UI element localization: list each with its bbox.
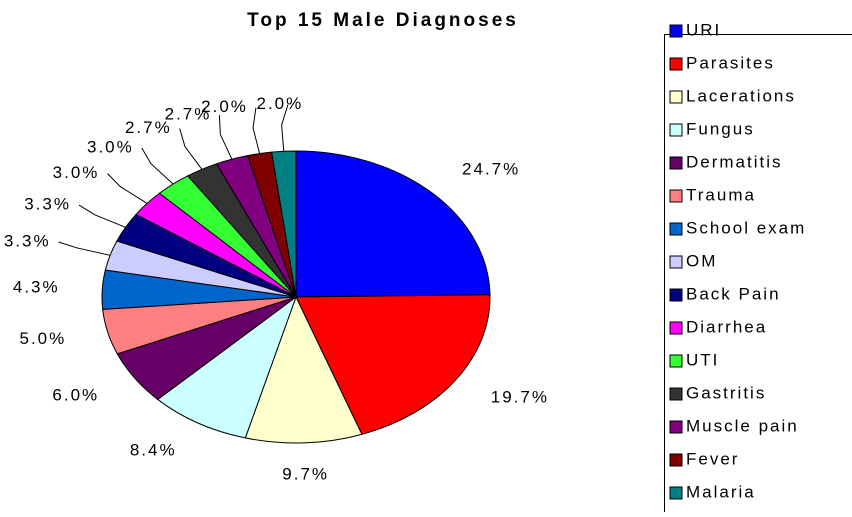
data-label: 2.0% — [257, 94, 304, 113]
legend-label: Lacerations — [686, 86, 796, 105]
legend-label: URI — [686, 20, 721, 39]
data-label: 8.4% — [130, 440, 177, 459]
legend-swatch — [670, 190, 682, 202]
legend-swatch — [670, 58, 682, 70]
legend-swatch — [670, 124, 682, 136]
data-label: 9.7% — [282, 464, 329, 483]
legend-swatch — [670, 91, 682, 103]
legend-swatch — [670, 322, 682, 334]
legend-swatch — [670, 421, 682, 433]
data-label: 3.3% — [4, 231, 51, 250]
data-label: 5.0% — [19, 329, 66, 348]
legend-swatch — [670, 355, 682, 367]
data-label: 3.0% — [87, 137, 134, 156]
legend-label: Trauma — [686, 185, 756, 204]
legend-swatch — [670, 454, 682, 466]
data-label: 2.0% — [201, 97, 248, 116]
legend-swatch — [670, 388, 682, 400]
legend-box — [665, 35, 852, 513]
legend-swatch — [670, 487, 682, 499]
legend-label: Gastritis — [686, 383, 766, 402]
chart-title: Top 15 Male Diagnoses — [247, 10, 519, 31]
legend-label: Fever — [686, 449, 739, 468]
legend-label: School exam — [686, 218, 806, 237]
legend-swatch — [670, 256, 682, 268]
data-label: 19.7% — [491, 388, 549, 407]
legend-label: UTI — [686, 350, 719, 369]
legend-label: Malaria — [686, 482, 756, 501]
legend-label: Fungus — [686, 119, 755, 138]
legend-label: Back Pain — [686, 284, 781, 303]
legend-label: Diarrhea — [686, 317, 767, 336]
legend-swatch — [670, 289, 682, 301]
legend-label: Parasites — [686, 53, 775, 72]
legend-swatch — [670, 157, 682, 169]
data-label: 4.3% — [13, 278, 60, 297]
legend-swatch — [670, 25, 682, 37]
legend-label: OM — [686, 251, 717, 270]
legend-label: Muscle pain — [686, 416, 799, 435]
legend-label: Dermatitis — [686, 152, 783, 171]
data-label: 3.3% — [24, 195, 71, 214]
data-label: 3.0% — [53, 163, 100, 182]
data-label: 24.7% — [462, 160, 520, 179]
data-label: 6.0% — [52, 385, 99, 404]
legend-swatch — [670, 223, 682, 235]
